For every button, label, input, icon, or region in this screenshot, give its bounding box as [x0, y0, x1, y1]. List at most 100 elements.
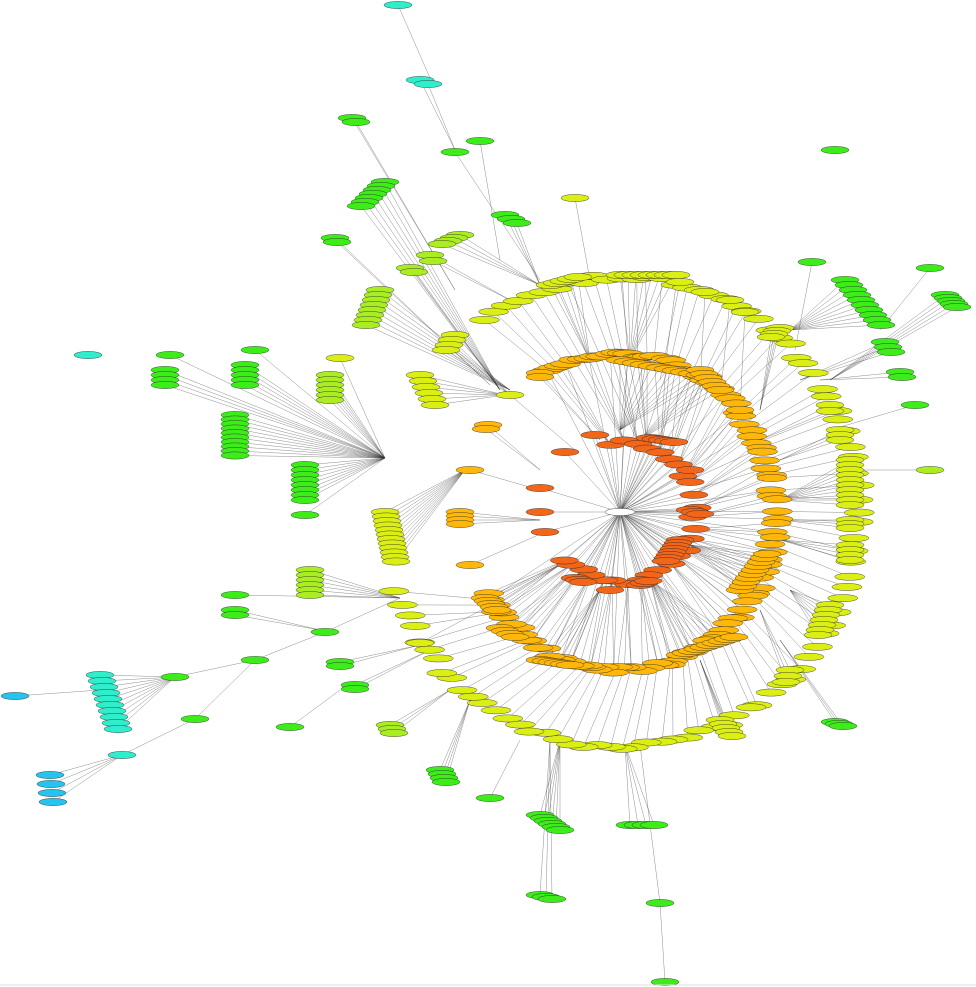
- edge: [479, 140, 501, 261]
- edge: [698, 647, 728, 726]
- edge: [244, 369, 386, 459]
- edge: [384, 181, 501, 391]
- edge: [611, 580, 614, 673]
- graph-node: [866, 321, 896, 329]
- edge: [639, 385, 717, 441]
- edge: [234, 446, 386, 459]
- graph-node: [665, 278, 695, 286]
- graph-node: [676, 478, 705, 486]
- edge: [309, 584, 401, 599]
- edge: [619, 361, 629, 431]
- edge: [603, 511, 621, 581]
- edge: [646, 663, 658, 743]
- graph-node: [580, 431, 610, 439]
- graph-node: [681, 525, 710, 533]
- edge: [606, 279, 623, 354]
- graph-node: [413, 80, 443, 88]
- edge: [594, 434, 621, 513]
- edge: [730, 343, 791, 399]
- edge: [629, 274, 669, 361]
- edge: [164, 384, 386, 459]
- edge: [594, 356, 625, 441]
- edge: [503, 564, 572, 618]
- graph-node: [480, 706, 512, 715]
- edge: [639, 389, 721, 441]
- graph-node: [835, 524, 865, 532]
- edge: [395, 469, 466, 562]
- graph-node: [749, 456, 780, 465]
- edge: [649, 579, 699, 650]
- graph-node: [604, 508, 636, 516]
- graph-node: [747, 447, 778, 456]
- graph-node: [679, 491, 709, 499]
- graph-node: [107, 751, 137, 759]
- edge: [539, 376, 601, 441]
- edge: [336, 241, 491, 386]
- edge: [451, 640, 532, 678]
- edge: [619, 368, 669, 431]
- edge: [682, 656, 689, 738]
- graph-node: [787, 359, 819, 367]
- edge: [105, 676, 176, 694]
- graph-node: [37, 789, 67, 797]
- edge: [759, 609, 789, 677]
- edge: [583, 666, 618, 747]
- edge: [518, 300, 566, 365]
- edge: [445, 349, 511, 396]
- edge: [779, 639, 836, 723]
- edge: [117, 676, 176, 730]
- graph-node: [887, 373, 917, 381]
- edge: [648, 575, 673, 662]
- edge: [51, 754, 123, 794]
- graph-node: [755, 688, 787, 697]
- edge: [234, 437, 386, 459]
- graph-node: [220, 451, 250, 460]
- edge: [619, 353, 628, 513]
- edge: [619, 511, 658, 571]
- edge: [234, 441, 386, 459]
- edge: [569, 589, 601, 666]
- edge: [689, 544, 762, 563]
- edge: [794, 261, 813, 351]
- graph-node: [797, 258, 827, 266]
- edge: [543, 739, 561, 819]
- edge: [759, 336, 772, 411]
- graph-node: [730, 308, 760, 316]
- graph-node: [414, 645, 445, 654]
- edge: [693, 447, 762, 496]
- edge: [751, 388, 823, 431]
- edge: [617, 583, 629, 668]
- edge: [789, 299, 862, 331]
- edge: [678, 380, 705, 465]
- edge: [619, 511, 629, 585]
- graph-node: [240, 656, 270, 664]
- edge: [761, 419, 838, 448]
- graph-node: [150, 381, 180, 389]
- graph-node: [735, 703, 767, 712]
- edge: [636, 279, 638, 358]
- edge: [443, 699, 471, 779]
- edge: [639, 381, 713, 441]
- edge: [619, 475, 683, 513]
- edges: [14, 4, 958, 983]
- edge: [699, 659, 721, 721]
- edge: [619, 376, 709, 431]
- graph-node: [440, 148, 470, 156]
- edge: [676, 555, 748, 602]
- edge: [473, 648, 546, 697]
- edge: [624, 744, 655, 826]
- edge: [391, 689, 451, 730]
- graph-node: [942, 303, 972, 311]
- edge: [451, 339, 511, 396]
- edge: [759, 410, 831, 441]
- edge: [649, 579, 705, 648]
- edge: [583, 282, 611, 354]
- edge: [689, 544, 759, 567]
- edge: [547, 739, 561, 822]
- edge: [545, 574, 592, 649]
- graph-node: [500, 633, 530, 641]
- edge: [593, 275, 617, 353]
- edge: [619, 464, 679, 513]
